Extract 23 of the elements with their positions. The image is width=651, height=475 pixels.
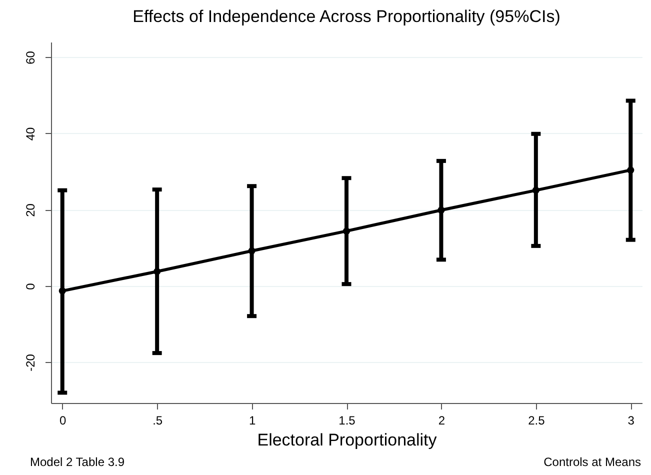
y-tick-label: 0 — [24, 282, 38, 290]
x-tick-label: .5 — [152, 414, 163, 428]
y-tick-label: -20 — [24, 354, 38, 372]
x-axis-title: Electoral Proportionality — [257, 430, 438, 450]
point — [627, 166, 634, 174]
point — [154, 268, 161, 276]
point — [58, 287, 66, 294]
text: Model 2 Table 3.9 — [30, 455, 125, 469]
chart-title: Effects of Independence Across Proportionality (95%CIs) — [132, 7, 560, 26]
point — [248, 247, 256, 254]
x-tick-label: 2.5 — [528, 414, 546, 428]
y-tick-label: 40 — [24, 126, 38, 141]
text: Controls at Means — [544, 455, 641, 469]
x-tick-label: 0 — [60, 414, 67, 428]
x-tick-label: 1.5 — [338, 414, 356, 428]
x-tick-label: 1 — [248, 414, 256, 428]
y-tick-label: 60 — [24, 50, 38, 64]
point — [342, 228, 350, 235]
y-tick-label: 20 — [24, 203, 38, 217]
x-tick-label: 3 — [628, 414, 635, 428]
point — [532, 186, 540, 194]
x-tick-label: 2 — [438, 414, 446, 428]
point — [438, 206, 445, 214]
